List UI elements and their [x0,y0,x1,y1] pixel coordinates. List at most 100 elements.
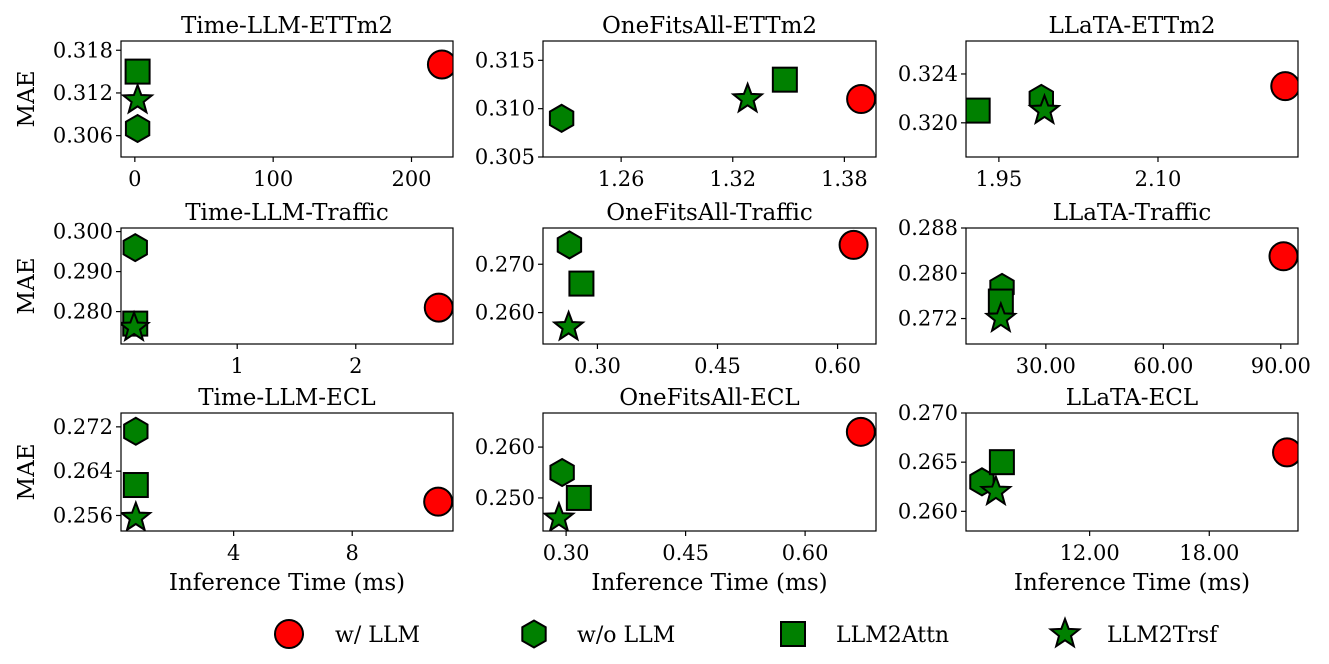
x-tick-label: 90.00 [1251,354,1311,378]
x-tick-label: 1.95 [975,167,1022,191]
x-axis-label: Inference Time (ms) [169,570,405,596]
y-tick-label: 0.256 [53,503,113,527]
y-axis-label: MAE [14,444,40,501]
x-tick-label: 1.32 [709,167,756,191]
point-w-llm [423,486,453,517]
y-tick-label: 0.260 [475,301,535,325]
y-axis-label: MAE [14,258,40,315]
legend: w/ LLM w/o LLM LLM2Attn LLM2Trsf [274,616,1219,649]
point-llm2trsf [730,81,765,114]
point-llm2attn [124,58,151,85]
point-llm2attn [565,484,592,511]
point-w-llm [846,84,876,114]
point-llm2trsf [978,473,1013,507]
x-axis-label: Inference Time (ms) [1014,570,1250,596]
y-tick-label: 0.288 [898,216,958,240]
legend-item-wo-llm: w/o LLM [521,619,675,649]
subplot-3: LLaTA-ETTm2 1.95 2.10 0.320 0.324 [898,13,1299,191]
point-llm2trsf [121,499,153,531]
x-tick-label: 4 [227,541,240,565]
axes-frame [965,40,1299,158]
x-tick-label: 0.45 [662,541,709,565]
x-tick-label: 0.60 [814,354,861,378]
y-tick-label: 0.260 [475,435,535,459]
point-wo-llm [556,230,583,260]
markers [121,232,453,343]
subplot-title: OneFitsAll-ECL [619,385,799,411]
subplot-6: LLaTA-Traffic 30.00 60.00 90.00 0.272 0.280 0.… [898,200,1311,378]
markers [551,229,869,342]
y-tick-label: 0.318 [53,38,113,62]
point-wo-llm [123,416,149,446]
point-w-llm [423,292,453,323]
point-w-llm [1270,71,1298,102]
subplot-title: LLaTA-ETTm2 [1048,13,1215,39]
point-llm2attn [771,66,798,93]
axes-frame [965,227,1299,345]
legend-marker-square [780,621,806,647]
axes-frame [965,412,1299,532]
markers [121,416,453,531]
point-wo-llm [548,103,575,133]
x-tick-label: 2.10 [1135,167,1182,191]
x-tick-label: 1.38 [821,167,868,191]
subplot-title: Time-LLM-ETTm2 [181,13,393,39]
subplot-title: Time-LLM-ECL [198,385,375,411]
point-llm2trsf [1027,92,1062,126]
y-tick-label: 0.250 [475,486,535,510]
x-tick-label: 1 [231,354,244,378]
subplot-title: OneFitsAll-ETTm2 [602,13,817,39]
legend-item-llm2trsf: LLM2Trsf [1048,616,1219,649]
x-tick-label: 1.26 [598,167,645,191]
y-tick-label: 0.272 [898,307,958,331]
y-tick-label: 0.272 [53,415,113,439]
legend-item-w-llm: w/ LLM [274,619,420,649]
point-llm2attn [568,270,595,297]
point-w-llm [1268,241,1298,272]
subplot-5: OneFitsAll-Traffic 0.30 0.45 0.60 0.260 0.270 [475,200,877,378]
x-tick-label: 100 [253,167,293,191]
point-wo-llm [124,113,151,144]
x-tick-label: 18.00 [1179,541,1239,565]
point-llm2attn [966,97,991,124]
point-w-llm [845,416,876,447]
x-tick-label: 0.30 [543,541,590,565]
x-tick-label: 12.00 [1060,541,1120,565]
legend-marker-star [1048,616,1082,649]
y-tick-label: 0.300 [53,220,113,244]
point-w-llm [838,229,869,260]
x-tick-label: 30.00 [1016,354,1076,378]
y-tick-label: 0.270 [898,401,958,425]
point-llm2trsf [121,309,152,343]
subplot-title: LLaTA-ECL [1066,385,1198,411]
y-tick-label: 0.280 [53,300,113,324]
x-tick-label: 0.45 [694,354,741,378]
y-tick-label: 0.315 [475,48,535,72]
point-llm2trsf [121,82,155,115]
x-tick-label: 200 [391,167,431,191]
subplot-9: LLaTA-ECL 12.00 18.00 0.260 0.265 0.270 Infere… [898,385,1299,596]
y-tick-label: 0.260 [898,499,958,523]
y-tick-label: 0.324 [898,62,958,86]
y-tick-label: 0.305 [475,145,535,169]
y-tick-label: 0.310 [475,97,535,121]
point-wo-llm [122,232,148,263]
point-w-llm [1272,437,1298,468]
legend-label: w/o LLM [577,623,675,648]
subplot-2: OneFitsAll-ETTm2 1.26 1.32 1.38 0.305 0.310 0.… [475,13,877,191]
axes-frame [542,227,877,345]
subplot-4: Time-LLM-Traffic 1 2 0.280 0.290 0.300 MAE [14,200,454,378]
axes-frame [542,40,877,158]
subplot-8: OneFitsAll-ECL 0.30 0.45 0.60 0.250 0.260 Infe… [475,385,877,596]
y-tick-label: 0.320 [898,111,958,135]
y-axis-label: MAE [14,71,40,128]
x-tick-label: 2 [349,354,362,378]
point-llm2trsf [551,309,586,342]
axes-frame [542,412,877,532]
markers [548,66,876,133]
point-llm2trsf [983,300,1018,333]
legend-label: w/ LLM [335,623,420,648]
markers [543,416,876,531]
legend-label: LLM2Trsf [1107,623,1219,648]
markers [966,71,1298,126]
